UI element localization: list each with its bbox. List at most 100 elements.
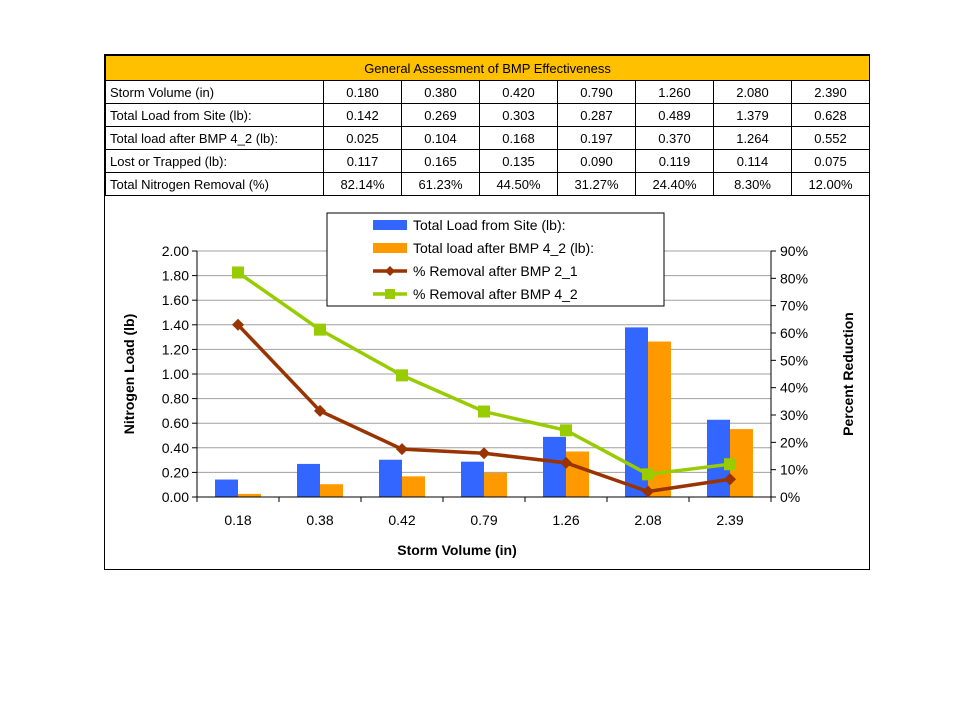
row-label: Total Load from Site (lb): [105, 103, 324, 127]
table-cell: 31.27% [557, 172, 636, 196]
x-axis-title: Storm Volume (in) [397, 542, 517, 558]
bar [379, 459, 402, 497]
bar [215, 479, 238, 497]
x-tick-label: 0.79 [470, 512, 497, 528]
data-point [232, 266, 244, 279]
table-cell: 0.269 [401, 103, 480, 127]
y-tick-label: 0.80 [162, 391, 189, 407]
x-tick-label: 2.08 [634, 512, 661, 528]
bar [484, 472, 507, 497]
x-tick-label: 0.42 [388, 512, 415, 528]
row-label: Total load after BMP 4_2 (lb): [105, 126, 324, 150]
y2-tick-label: 60% [780, 325, 808, 341]
y-tick-label: 1.00 [162, 366, 189, 382]
table-cell: 0.104 [401, 126, 480, 150]
data-point [478, 447, 490, 460]
nitrogen-load-chart: 0.00 0.20 0.40 0.60 0.80 1.00 1.20 1.40 1.60 1.80… [121, 212, 856, 558]
table-cell: 44.50% [479, 172, 558, 196]
y-tick-label: 1.40 [162, 317, 189, 333]
table-cell: 82.14% [323, 172, 402, 196]
data-point [232, 318, 244, 331]
bar [320, 484, 343, 497]
y-tick-label: 2.00 [162, 243, 189, 259]
row-label: Total Nitrogen Removal (%) [105, 172, 324, 196]
bar [707, 419, 730, 497]
y-tick-label: 0.20 [162, 464, 189, 480]
table-cell: 0.135 [479, 149, 558, 173]
legend-label: % Removal after BMP 2_1 [413, 263, 578, 279]
table-row: Storm Volume (in) 0.180 0.380 0.420 0.790 1.2… [105, 80, 871, 104]
bar [543, 436, 566, 497]
assessment-panel: General Assessment of BMP Effectiveness … [104, 54, 871, 570]
y2-tick-label: 0% [780, 489, 800, 505]
y-tick-label: 1.20 [162, 341, 189, 357]
y-tick-label: 0.40 [162, 440, 189, 456]
table-cell: 0.303 [479, 103, 558, 127]
table-cell: 1.260 [635, 80, 714, 104]
table-cell: 0.197 [557, 126, 636, 150]
data-point [724, 473, 736, 486]
data-point [560, 424, 572, 437]
table-title-row: General Assessment of BMP Effectiveness [104, 55, 871, 81]
y2-tick-label: 10% [780, 462, 808, 478]
data-point [642, 485, 654, 498]
data-point [642, 468, 654, 481]
x-tick-label: 0.38 [306, 512, 333, 528]
legend-swatch [373, 243, 407, 253]
y2-tick-label: 80% [780, 270, 808, 286]
y-tick-label: 1.80 [162, 268, 189, 284]
y2-tick-label: 50% [780, 352, 808, 368]
x-tick-label: 1.26 [552, 512, 579, 528]
x-tick-label: 0.18 [224, 512, 251, 528]
y-axis-title: Nitrogen Load (lb) [121, 314, 137, 435]
table-cell: 12.00% [790, 172, 871, 196]
table-cell: 8.30% [713, 172, 792, 196]
table-cell: 0.117 [323, 149, 402, 173]
legend-label: Total Load from Site (lb): [413, 217, 566, 233]
table-title: General Assessment of BMP Effectiveness [104, 55, 871, 81]
row-label: Storm Volume (in) [105, 80, 324, 104]
bar [461, 461, 484, 497]
bar [648, 341, 671, 497]
table-cell: 24.40% [635, 172, 714, 196]
data-point [396, 369, 408, 382]
table-cell: 0.165 [401, 149, 480, 173]
y2-tick-label: 20% [780, 434, 808, 450]
table-cell: 2.390 [790, 80, 871, 104]
y2-tick-label: 30% [780, 407, 808, 423]
table-cell: 0.370 [635, 126, 714, 150]
table-row: Total Nitrogen Removal (%) 82.14% 61.23% 44… [105, 172, 871, 196]
data-point [478, 405, 490, 418]
y-tick-label: 0.60 [162, 415, 189, 431]
y2-tick-label: 70% [780, 298, 808, 314]
data-point [560, 456, 572, 469]
legend-label: Total load after BMP 4_2 (lb): [413, 240, 594, 256]
table-row: Total Load from Site (lb): 0.142 0.269 0.30… [105, 103, 871, 127]
table-cell: 0.790 [557, 80, 636, 104]
bar [566, 451, 589, 497]
y2-tick-label: 40% [780, 380, 808, 396]
bar [297, 463, 320, 497]
legend-label: % Removal after BMP 4_2 [413, 286, 578, 302]
data-point [314, 323, 326, 336]
table-cell: 0.420 [479, 80, 558, 104]
table-cell: 1.379 [713, 103, 792, 127]
bar [402, 476, 425, 497]
legend-marker [385, 266, 395, 276]
y2-tick-label: 90% [780, 243, 808, 259]
table-row: Total load after BMP 4_2 (lb): 0.025 0.104… [105, 126, 871, 150]
data-point [396, 443, 408, 456]
y2-axis-title: Percent Reduction [840, 312, 856, 436]
data-point [314, 404, 326, 417]
bar [238, 493, 261, 497]
assessment-table: General Assessment of BMP Effectiveness … [104, 55, 871, 196]
legend-swatch [373, 220, 407, 230]
x-tick-label: 2.39 [716, 512, 743, 528]
y-tick-label: 1.60 [162, 292, 189, 308]
data-point [724, 458, 736, 471]
y-tick-label: 0.00 [162, 489, 189, 505]
legend-marker [385, 289, 395, 299]
bar [730, 429, 753, 497]
table-cell: 0.628 [790, 103, 871, 127]
bar [625, 327, 648, 497]
